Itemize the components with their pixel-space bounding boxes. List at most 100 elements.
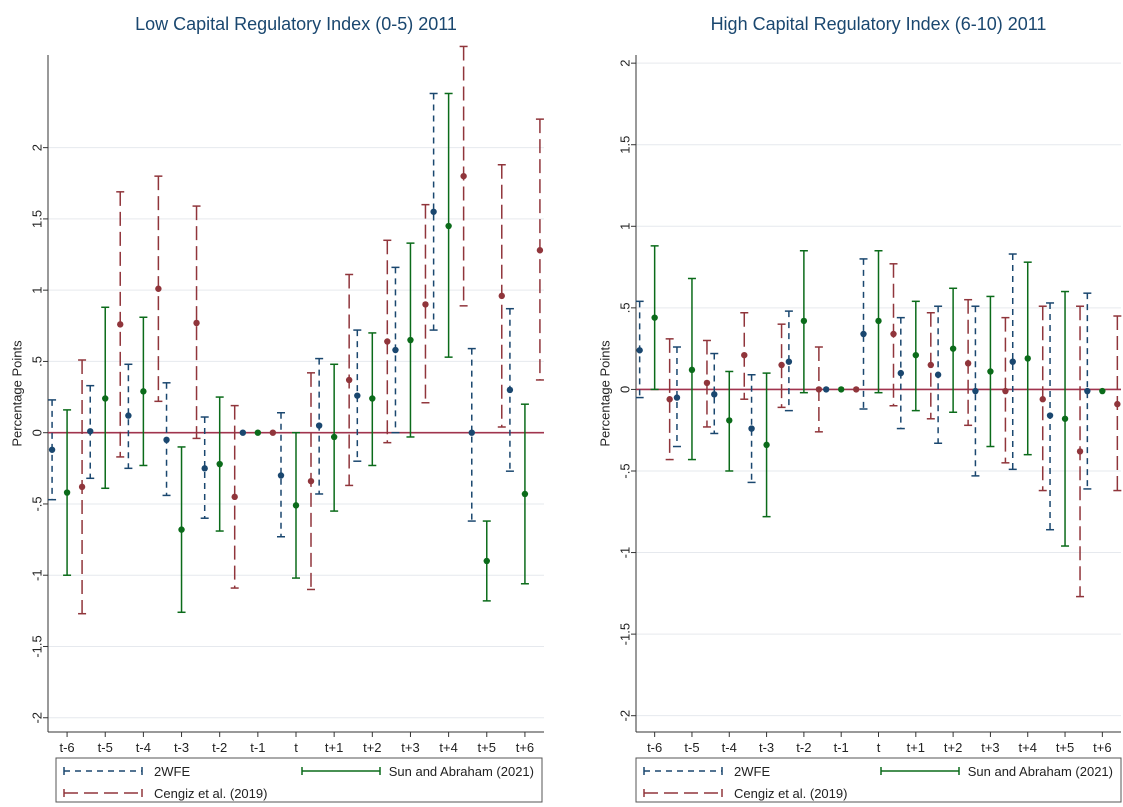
x-tick-label: t-1: [834, 740, 849, 755]
point-estimate: [87, 428, 94, 435]
x-tick-label: t+2: [363, 740, 381, 755]
point-estimate: [307, 477, 315, 485]
point-estimate: [102, 395, 109, 402]
point-estimate: [269, 429, 277, 436]
y-tick-label: 0: [29, 429, 44, 436]
point-estimate: [800, 317, 808, 325]
x-tick-label: t-1: [250, 740, 265, 755]
point-estimate: [48, 446, 56, 453]
point-estimate: [407, 336, 414, 344]
point-estimate: [673, 394, 681, 401]
x-tick-label: t-2: [796, 740, 811, 755]
x-tick-label: t+3: [401, 740, 419, 755]
y-tick-label: 1: [29, 287, 44, 294]
point-estimate: [315, 422, 323, 429]
x-tick-label: t+3: [981, 740, 999, 755]
legend-item: 2WFE: [63, 764, 190, 779]
point-estimate: [1039, 396, 1046, 403]
legend-item: 2WFE: [643, 764, 770, 779]
point-estimate: [506, 386, 514, 394]
x-tick-label: t-6: [647, 740, 662, 755]
y-tick-label: -.5: [617, 463, 632, 478]
y-tick-label: -1.5: [617, 623, 632, 645]
point-estimate: [927, 361, 935, 369]
point-estimate: [498, 292, 505, 300]
point-estimate: [430, 208, 437, 215]
point-estimate: [1046, 412, 1054, 419]
x-tick-label: t+6: [516, 740, 534, 755]
legend: 2WFE Sun and Abraham (2021) Cengiz et al. …: [55, 757, 543, 803]
point-estimate: [163, 436, 170, 444]
point-estimate: [934, 371, 942, 378]
legend-label: 2WFE: [154, 764, 190, 779]
point-estimate: [1099, 387, 1106, 395]
y-tick-label: -2: [617, 710, 632, 722]
x-tick-label: t: [877, 740, 881, 755]
point-estimate: [483, 557, 490, 565]
point-estimate: [178, 526, 185, 533]
y-axis-label: Percentage Points: [9, 340, 24, 447]
point-estimate: [125, 412, 132, 419]
point-estimate: [468, 429, 475, 436]
point-estimate: [140, 388, 147, 395]
x-tick-label: t+4: [1019, 740, 1037, 755]
legend-label: Cengiz et al. (2019): [734, 786, 847, 801]
point-estimate: [651, 314, 658, 321]
point-estimate: [330, 433, 338, 441]
chart-title: High Capital Regulatory Index (6-10) 201…: [711, 14, 1047, 34]
x-tick-label: t-6: [59, 740, 74, 755]
point-estimate: [216, 460, 223, 468]
point-estimate: [860, 330, 867, 338]
point-estimate: [875, 317, 882, 325]
y-tick-label: -1.5: [29, 635, 44, 657]
point-estimate: [536, 247, 544, 254]
point-estimate: [949, 345, 957, 352]
y-tick-label: .5: [29, 356, 44, 367]
series-cengiz-et-al-2019: [78, 45, 544, 615]
point-estimate: [201, 465, 208, 472]
point-estimate: [254, 429, 262, 436]
point-estimate: [392, 346, 399, 354]
point-estimate: [726, 417, 733, 424]
point-estimate: [445, 222, 452, 230]
x-tick-label: t-4: [136, 740, 151, 755]
point-estimate: [972, 387, 979, 395]
x-tick-label: t-3: [174, 740, 189, 755]
chart-panel-2: High Capital Regulatory Index (6-10) 201…: [597, 14, 1122, 803]
x-tick-label: t: [294, 740, 298, 755]
point-estimate: [890, 330, 897, 338]
point-estimate: [1061, 415, 1069, 422]
point-estimate: [964, 360, 972, 367]
point-estimate: [1084, 387, 1091, 395]
legend-item: Cengiz et al. (2019): [63, 786, 267, 801]
legend-box: [55, 757, 543, 803]
y-tick-label: -1: [29, 569, 44, 581]
x-tick-label: t-2: [212, 740, 227, 755]
point-estimate: [63, 489, 71, 496]
point-estimate: [852, 386, 860, 393]
legend-label: Sun and Abraham (2021): [389, 764, 534, 779]
x-tick-label: t-5: [98, 740, 113, 755]
point-estimate: [815, 386, 823, 393]
point-estimate: [987, 368, 994, 375]
legend-box: [635, 757, 1122, 803]
x-tick-label: t-4: [722, 740, 737, 755]
point-estimate: [231, 493, 238, 501]
y-axis-label: Percentage Points: [597, 340, 612, 447]
series-2wfe: [48, 92, 514, 538]
series-2wfe: [635, 253, 1092, 531]
point-estimate: [778, 361, 785, 369]
x-tick-label: t+6: [1093, 740, 1111, 755]
point-estimate: [785, 358, 793, 365]
y-tick-label: .5: [617, 302, 632, 313]
series-sun-and-abraham-2021: [63, 92, 529, 614]
x-tick-label: t-5: [684, 740, 699, 755]
x-tick-label: t+5: [1056, 740, 1074, 755]
y-tick-label: 2: [617, 60, 632, 67]
point-estimate: [155, 285, 162, 292]
x-tick-label: t+5: [478, 740, 496, 755]
y-tick-label: 2: [29, 144, 44, 151]
point-estimate: [1024, 355, 1031, 362]
point-estimate: [78, 483, 86, 491]
